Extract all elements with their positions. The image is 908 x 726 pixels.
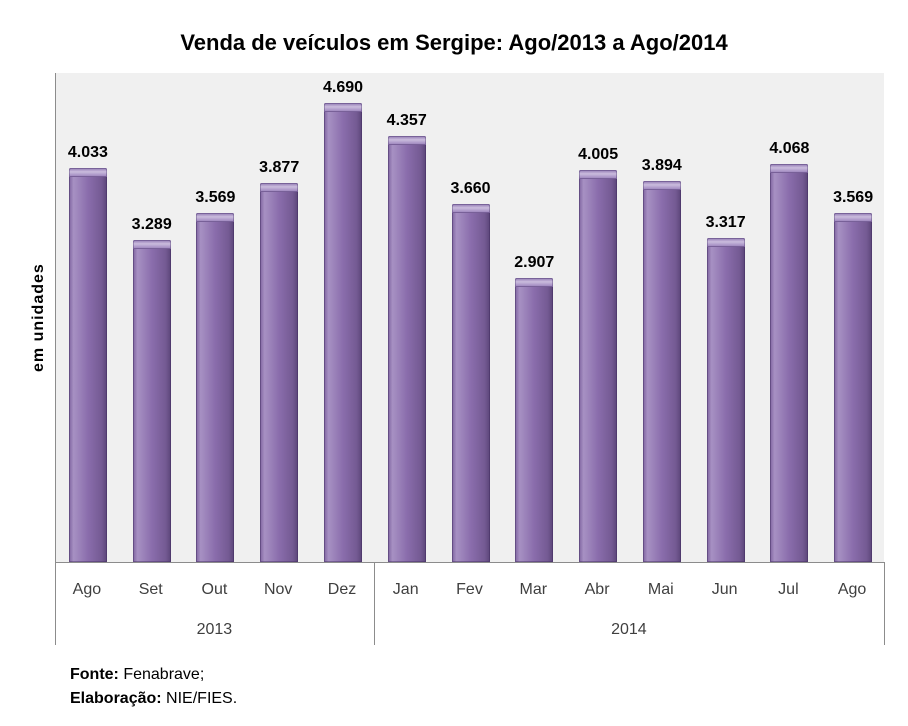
plot-area: 4.033 3.289 3.569 3.877 4.690 4.357 3.660 2.907… (56, 73, 884, 562)
y-axis-line (55, 73, 56, 645)
bar-value-label: 3.289 (131, 216, 172, 233)
x-axis-month-label: Abr (584, 581, 610, 598)
bar-value-label: 3.894 (641, 157, 682, 174)
source-label: Fonte: (70, 666, 119, 683)
bar-set-1 (132, 240, 171, 562)
bar-value-label: 2.907 (514, 254, 555, 271)
elaboration-label: Elaboração: (70, 690, 162, 707)
bar-jul-11 (770, 164, 809, 562)
x-axis-year-label: 2014 (611, 621, 647, 638)
bar-dez-4 (324, 103, 362, 562)
x-axis-month-label: Nov (263, 581, 293, 598)
bar-value-label: 3.569 (833, 189, 874, 206)
bar-out-2 (196, 213, 235, 562)
bar-fev-6 (451, 204, 490, 562)
source-line: Fonte: Fenabrave; (70, 663, 237, 687)
bar-ago-12 (834, 213, 873, 562)
x-axis-month-label: Out (201, 581, 228, 598)
x-axis-year-label: 2013 (196, 621, 233, 638)
x-axis-month-label: Ago (837, 581, 867, 598)
bar-mai-9 (642, 181, 681, 562)
bar-value-label: 4.005 (578, 146, 619, 163)
bar-mar-7 (515, 278, 554, 562)
footer: Fonte: Fenabrave; Elaboração: NIE/FIES. (70, 663, 237, 711)
x-axis-month-label: Dez (327, 581, 357, 598)
bar-value-label: 3.877 (259, 159, 300, 176)
bar-value-label: 3.317 (705, 214, 746, 231)
bar-value-label: 4.033 (67, 144, 108, 161)
x-axis-month-label: Jul (778, 581, 799, 598)
bar-jun-10 (706, 238, 745, 562)
x-axis-month-label: Mai (647, 581, 674, 598)
elaboration-line: Elaboração: NIE/FIES. (70, 687, 237, 711)
chart-title: Venda de veículos em Sergipe: Ago/2013 a… (180, 30, 728, 55)
x-axis-month-label: Fev (456, 581, 483, 598)
group-separator-line (884, 562, 885, 645)
elaboration-value: NIE/FIES. (166, 690, 238, 707)
x-axis-month-label: Mar (519, 581, 548, 598)
bar-value-label: 4.357 (386, 112, 427, 129)
x-axis-line (55, 562, 885, 563)
bar-ago-0 (68, 168, 107, 562)
x-axis-month-label: Set (138, 581, 163, 598)
x-axis-month-label: Ago (72, 581, 102, 598)
bar-value-label: 3.660 (450, 180, 491, 197)
bar-nov-3 (260, 183, 299, 562)
bar-value-label: 4.690 (322, 79, 364, 96)
group-separator-line (374, 562, 375, 645)
bar-jan-5 (387, 136, 426, 562)
x-axis-month-label: Jun (711, 581, 738, 598)
source-value: Fenabrave; (123, 666, 205, 683)
bar-value-label: 4.068 (769, 140, 810, 157)
bar-abr-8 (579, 170, 617, 562)
bar-value-label: 3.569 (195, 189, 236, 206)
x-axis-month-label: Jan (392, 581, 419, 598)
